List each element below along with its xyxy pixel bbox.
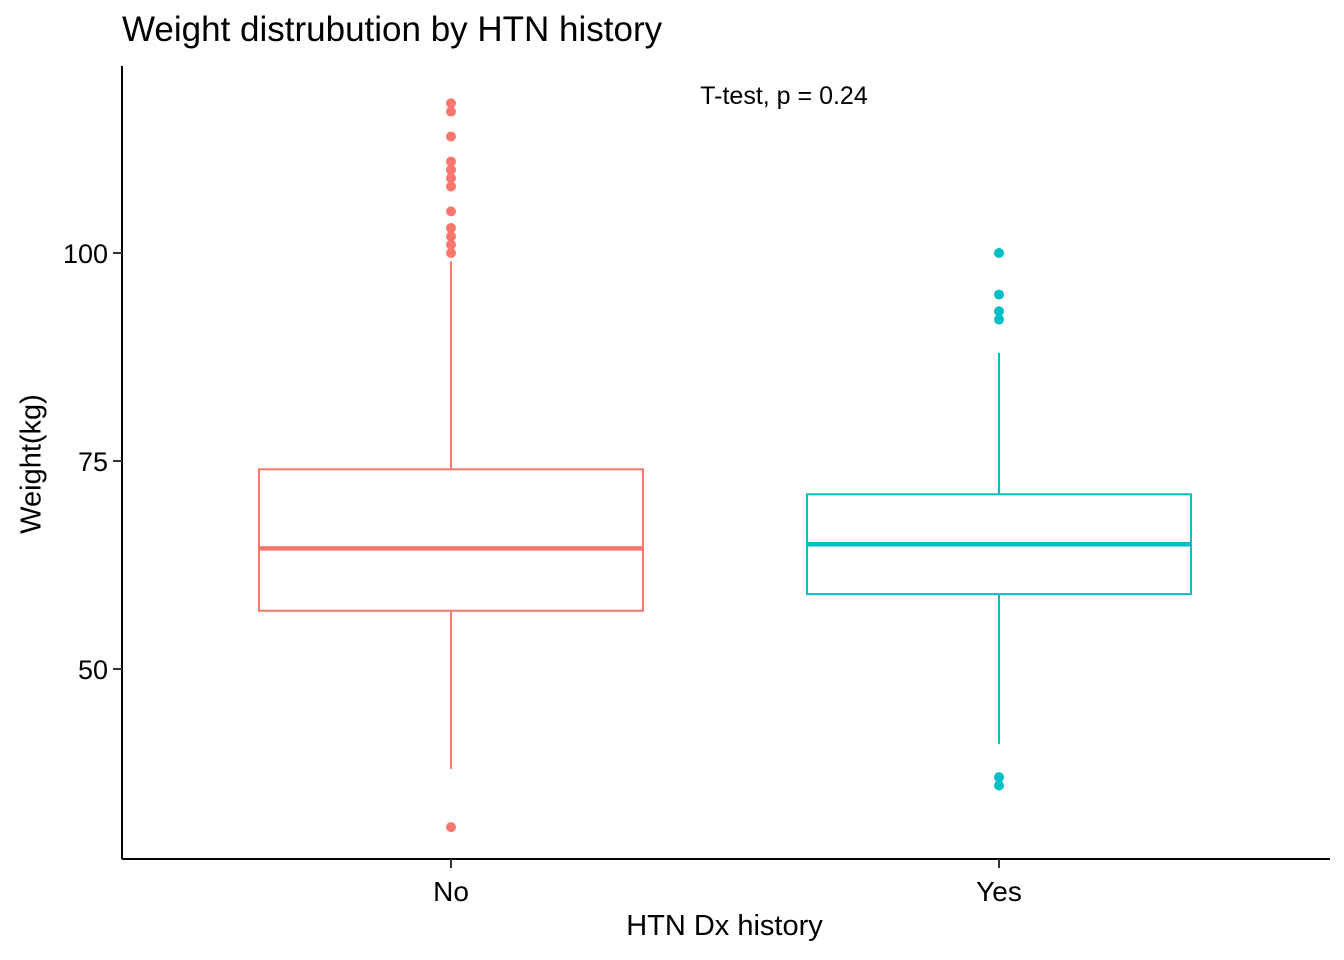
outlier-point [446,106,456,117]
x-axis-label: HTN Dx history [626,910,823,942]
outlier-point [446,231,456,242]
outlier-point [446,164,456,175]
outlier-point [446,98,456,109]
outlier-point [446,156,456,167]
outlier-point [994,306,1004,317]
outlier-point [446,248,456,258]
outlier-point [994,780,1004,791]
outlier-point [994,314,1004,325]
y-tick-label: 100 [63,239,108,269]
x-tick-label: No [433,876,469,907]
outlier-point [446,822,456,833]
outlier-point [446,206,456,217]
outlier-point [446,173,456,184]
iqr-box [258,468,644,612]
y-axis-label: Weight(kg) [15,394,48,534]
outlier-point [994,248,1004,258]
y-tick-label: 75 [78,447,108,477]
outlier-point [994,289,1004,300]
outlier-point [446,223,456,234]
test-annotation: T-test, p = 0.24 [700,82,868,110]
outlier-point [446,239,456,250]
y-tick-label: 50 [78,655,108,685]
outlier-point [446,131,456,142]
x-tick-label: Yes [976,876,1022,907]
outlier-point [446,181,456,192]
outlier-point [994,772,1004,783]
chart-title: Weight distrubution by HTN history [122,10,663,49]
